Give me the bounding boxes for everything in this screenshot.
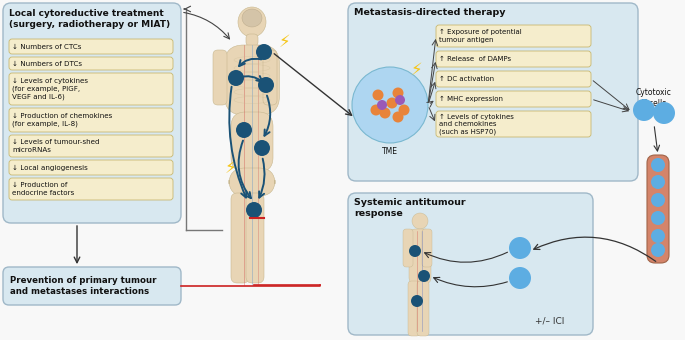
Circle shape [651, 243, 665, 257]
Text: ↑ Release  of DAMPs: ↑ Release of DAMPs [439, 56, 511, 62]
FancyBboxPatch shape [229, 168, 275, 196]
Text: ⚡: ⚡ [224, 159, 236, 177]
Circle shape [509, 237, 531, 259]
Text: ↓ Numbers of CTCs: ↓ Numbers of CTCs [12, 44, 82, 50]
FancyBboxPatch shape [417, 281, 429, 336]
FancyBboxPatch shape [436, 111, 591, 137]
Circle shape [651, 193, 665, 207]
Circle shape [258, 77, 274, 93]
Circle shape [651, 158, 665, 172]
Text: ⚡: ⚡ [410, 61, 422, 79]
Circle shape [393, 87, 403, 99]
Circle shape [418, 270, 430, 282]
FancyBboxPatch shape [408, 281, 420, 336]
Text: ↓ Production of
endocrine factors: ↓ Production of endocrine factors [12, 182, 74, 195]
FancyBboxPatch shape [9, 178, 173, 200]
Circle shape [651, 229, 665, 243]
Circle shape [653, 102, 675, 124]
FancyBboxPatch shape [9, 108, 173, 132]
Circle shape [379, 107, 390, 119]
Text: ↑ Levels of cytokines
and chemokines
(such as HSP70): ↑ Levels of cytokines and chemokines (su… [439, 114, 514, 135]
Text: Systemic antitumour
response: Systemic antitumour response [354, 198, 466, 218]
Text: ↓ Numbers of DTCs: ↓ Numbers of DTCs [12, 61, 82, 67]
FancyBboxPatch shape [9, 135, 173, 157]
Text: ↑ DC activation: ↑ DC activation [439, 76, 494, 82]
FancyBboxPatch shape [348, 193, 593, 335]
Text: ↓ Levels of tumour-shed
microRNAs: ↓ Levels of tumour-shed microRNAs [12, 139, 99, 153]
FancyBboxPatch shape [3, 267, 181, 305]
FancyBboxPatch shape [647, 155, 669, 263]
FancyBboxPatch shape [436, 71, 591, 87]
FancyBboxPatch shape [348, 3, 638, 181]
Circle shape [651, 175, 665, 189]
FancyBboxPatch shape [231, 112, 273, 172]
Circle shape [393, 112, 403, 122]
Text: ⚡: ⚡ [278, 33, 290, 51]
FancyBboxPatch shape [9, 39, 173, 54]
Text: TME: TME [382, 147, 398, 156]
Text: ↑ Exposure of potential
tumour antigen: ↑ Exposure of potential tumour antigen [439, 29, 522, 43]
Circle shape [411, 295, 423, 307]
FancyBboxPatch shape [9, 73, 173, 105]
FancyBboxPatch shape [3, 3, 181, 223]
Circle shape [371, 104, 382, 116]
Circle shape [409, 245, 421, 257]
Text: ↓ Production of chemokines
(for example, IL-8): ↓ Production of chemokines (for example,… [12, 113, 112, 127]
Text: Local cytoreductive treatment
(surgery, radiotherapy or MIAT): Local cytoreductive treatment (surgery, … [9, 9, 170, 29]
Text: Prevention of primary tumour
and metastases interactions: Prevention of primary tumour and metasta… [10, 276, 156, 296]
Ellipse shape [412, 213, 428, 229]
Text: Metastasis-directed therapy: Metastasis-directed therapy [354, 8, 506, 17]
FancyBboxPatch shape [213, 50, 227, 105]
Circle shape [651, 211, 665, 225]
FancyBboxPatch shape [422, 229, 432, 267]
Text: ↑ MHC expression: ↑ MHC expression [439, 96, 503, 102]
FancyBboxPatch shape [403, 229, 413, 267]
FancyBboxPatch shape [9, 160, 173, 175]
FancyBboxPatch shape [231, 193, 249, 283]
Circle shape [254, 140, 270, 156]
Circle shape [352, 67, 428, 143]
Text: Cytotoxic
T cells: Cytotoxic T cells [636, 88, 672, 108]
FancyBboxPatch shape [436, 91, 591, 107]
FancyBboxPatch shape [225, 45, 279, 115]
Circle shape [236, 122, 252, 138]
Circle shape [395, 95, 405, 105]
Circle shape [228, 70, 244, 86]
Circle shape [386, 98, 397, 108]
FancyBboxPatch shape [409, 229, 431, 284]
Circle shape [246, 202, 262, 218]
Text: +/– ICI: +/– ICI [535, 317, 564, 326]
Circle shape [256, 44, 272, 60]
FancyBboxPatch shape [246, 34, 258, 46]
Circle shape [399, 104, 410, 116]
FancyBboxPatch shape [246, 193, 264, 283]
Text: ↓ Levels of cytokines
(for example, PlGF,
VEGF and IL-6): ↓ Levels of cytokines (for example, PlGF… [12, 78, 88, 100]
Ellipse shape [242, 9, 262, 27]
Circle shape [373, 89, 384, 101]
FancyBboxPatch shape [9, 57, 173, 70]
FancyBboxPatch shape [263, 50, 277, 105]
Circle shape [377, 100, 387, 110]
Circle shape [509, 267, 531, 289]
Text: ↓ Local angiogenesis: ↓ Local angiogenesis [12, 165, 88, 171]
Circle shape [633, 99, 655, 121]
FancyBboxPatch shape [436, 51, 591, 67]
Ellipse shape [238, 7, 266, 37]
FancyBboxPatch shape [436, 25, 591, 47]
